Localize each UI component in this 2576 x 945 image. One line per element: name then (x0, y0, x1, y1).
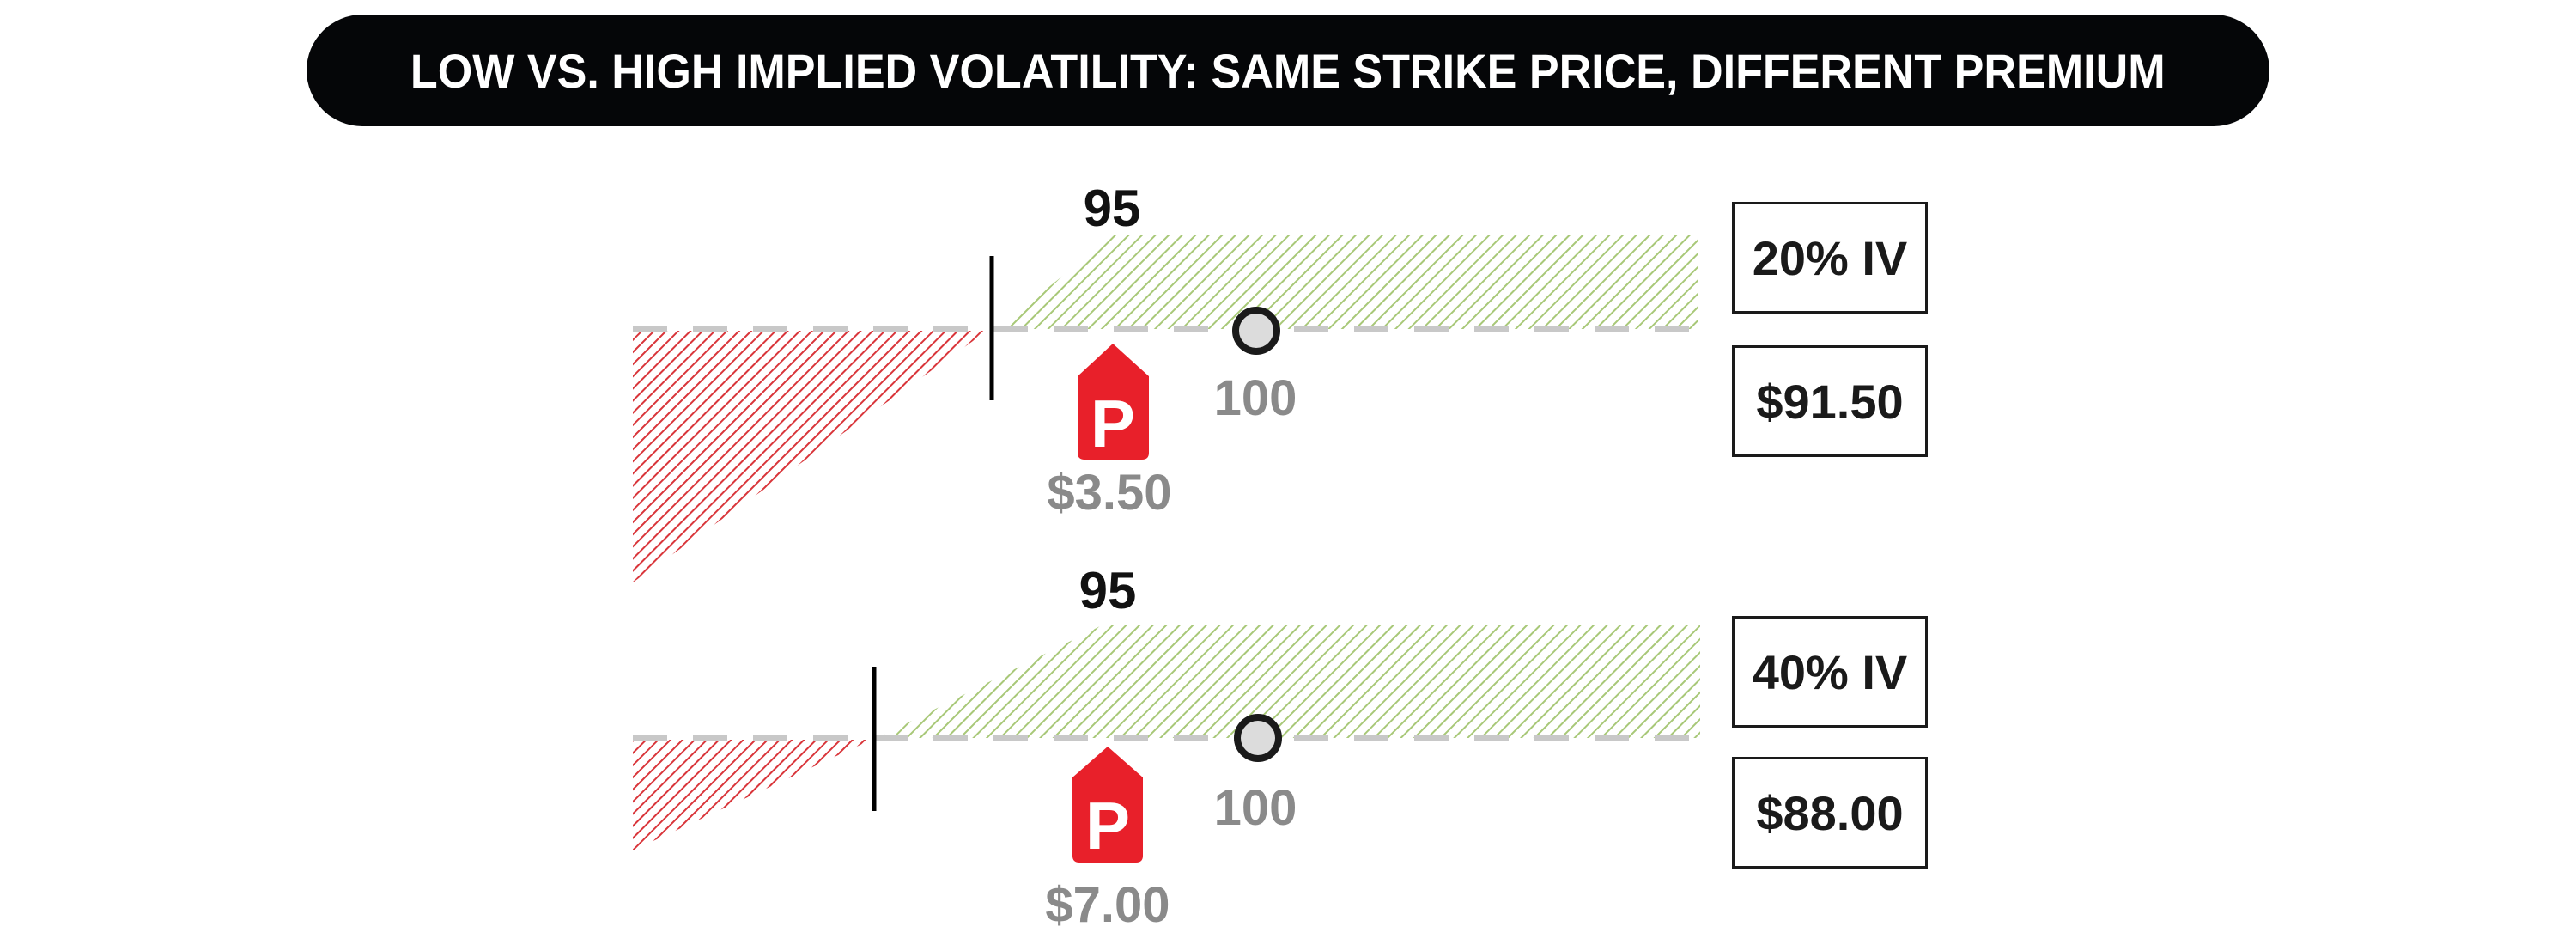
panel-low-iv: P (633, 235, 1698, 582)
diagram-title: LOW VS. HIGH IMPLIED VOLATILITY: SAME ST… (410, 43, 2166, 98)
svg-text:P: P (1091, 386, 1135, 461)
loss-region (633, 331, 987, 582)
spot-price-label: 100 (1213, 370, 1297, 426)
strike-label: 95 (1078, 562, 1137, 619)
title-banner: LOW VS. HIGH IMPLIED VOLATILITY: SAME ST… (307, 15, 2269, 126)
strike-label: 95 (1083, 180, 1141, 237)
spot-price-marker (1232, 307, 1280, 355)
panel-high-iv: P (633, 625, 1700, 863)
premium-tag-icon: P (1078, 344, 1149, 461)
spot-price-label: 100 (1213, 780, 1297, 836)
premium-label: $3.50 (1047, 465, 1172, 521)
spot-price-marker (1234, 714, 1282, 762)
iv-box: 20% IV (1732, 202, 1928, 314)
iv-box: 40% IV (1732, 616, 1928, 728)
premium-label: $7.00 (1045, 877, 1170, 933)
profit-region (996, 235, 1698, 329)
loss-region (633, 740, 872, 850)
breakeven-box: $88.00 (1732, 757, 1928, 869)
premium-tag-icon: P (1072, 747, 1143, 863)
svg-text:P: P (1085, 788, 1130, 863)
profit-region (878, 625, 1700, 738)
breakeven-box: $91.50 (1732, 345, 1928, 457)
